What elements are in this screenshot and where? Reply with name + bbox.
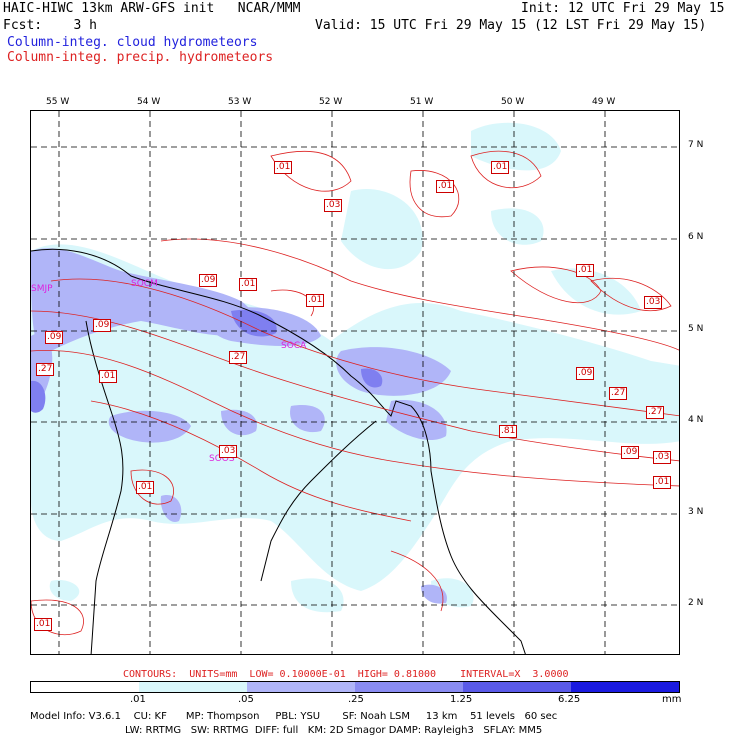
color-scale-segment — [139, 682, 247, 692]
lon-label: 54 W — [137, 97, 161, 107]
contour-label: .03 — [653, 451, 672, 464]
lon-label: 55 W — [46, 97, 70, 107]
scale-label: .01 — [130, 694, 146, 705]
contour-label: .01 — [436, 180, 455, 193]
lat-label: 2 N — [688, 598, 704, 608]
contour-label: .09 — [576, 367, 595, 380]
contours-info: CONTOURS: UNITS=mm LOW= 0.10000E-01 HIGH… — [123, 669, 569, 680]
station-label: SOOS — [209, 454, 235, 464]
color-scale-segment — [247, 682, 355, 692]
station-label: SOCM — [131, 279, 158, 289]
color-scale-segment — [31, 682, 139, 692]
lon-label: 50 W — [501, 97, 525, 107]
contour-label: .27 — [229, 351, 248, 364]
field-precip-label: Column-integ. precip. hydrometeors — [7, 50, 274, 65]
contour-label: .01 — [653, 476, 672, 489]
contour-label: .27 — [646, 406, 665, 419]
contour-label: .09 — [93, 319, 112, 332]
contour-label: .01 — [34, 618, 53, 631]
contour-label: .01 — [274, 161, 293, 174]
lon-label: 51 W — [410, 97, 434, 107]
field-cloud-label: Column-integ. cloud hydrometeors — [7, 35, 258, 50]
scale-label: .25 — [348, 694, 364, 705]
model-info-line2: LW: RRTMG SW: RRTMG DIFF: full KM: 2D Sm… — [125, 725, 543, 736]
forecast-map: SMJP SOCM SOCA SOOS .01 .01 .01 .03 .01 … — [30, 110, 680, 655]
contour-label: .01 — [239, 278, 258, 291]
scale-label: 6.25 — [558, 694, 581, 705]
lon-label: 49 W — [592, 97, 616, 107]
scale-units: mm — [662, 694, 682, 705]
contour-label: .27 — [36, 363, 55, 376]
coastline — [31, 248, 526, 654]
contour-label: .01 — [491, 161, 510, 174]
lon-label: 52 W — [319, 97, 343, 107]
scale-label: .05 — [238, 694, 254, 705]
color-scale-segment — [355, 682, 463, 692]
station-label: SOCA — [281, 341, 307, 351]
valid-time: Valid: 15 UTC Fri 29 May 15 (12 LST Fri … — [315, 18, 707, 33]
color-scale-segment — [463, 682, 571, 692]
contour-label: .09 — [45, 331, 64, 344]
map-canvas — [31, 111, 679, 654]
lat-label: 6 N — [688, 232, 704, 242]
contour-label: .01 — [99, 370, 118, 383]
contour-label: .27 — [609, 387, 628, 400]
contour-label: .03 — [324, 199, 343, 212]
contour-label: .09 — [199, 274, 218, 287]
contour-label: .03 — [219, 445, 238, 458]
lat-label: 3 N — [688, 507, 704, 517]
lat-lon-grid — [31, 111, 679, 654]
init-time: Init: 12 UTC Fri 29 May 15 — [521, 1, 725, 16]
lon-label: 53 W — [228, 97, 252, 107]
scale-label: 1.25 — [450, 694, 473, 705]
precip-contours — [31, 150, 679, 635]
model-info-line1: Model Info: V3.6.1 CU: KF MP: Thompson P… — [30, 711, 558, 722]
contour-label: .01 — [576, 264, 595, 277]
contour-label: .81 — [499, 425, 518, 438]
forecast-hour: Fcst: 3 h — [3, 18, 97, 33]
color-scale-segment — [571, 682, 679, 692]
lat-label: 4 N — [688, 415, 704, 425]
lat-label: 7 N — [688, 140, 704, 150]
lat-label: 5 N — [688, 324, 704, 334]
contour-label: .01 — [136, 481, 155, 494]
title-left: HAIC-HIWC 13km ARW-GFS init NCAR/MMM — [3, 1, 301, 16]
station-label: SMJP — [31, 284, 53, 294]
contour-label: .09 — [621, 446, 640, 459]
color-scale-bar — [30, 681, 680, 693]
contour-label: .01 — [306, 294, 325, 307]
cloud-shading-high — [31, 309, 383, 413]
contour-label: .03 — [644, 296, 663, 309]
